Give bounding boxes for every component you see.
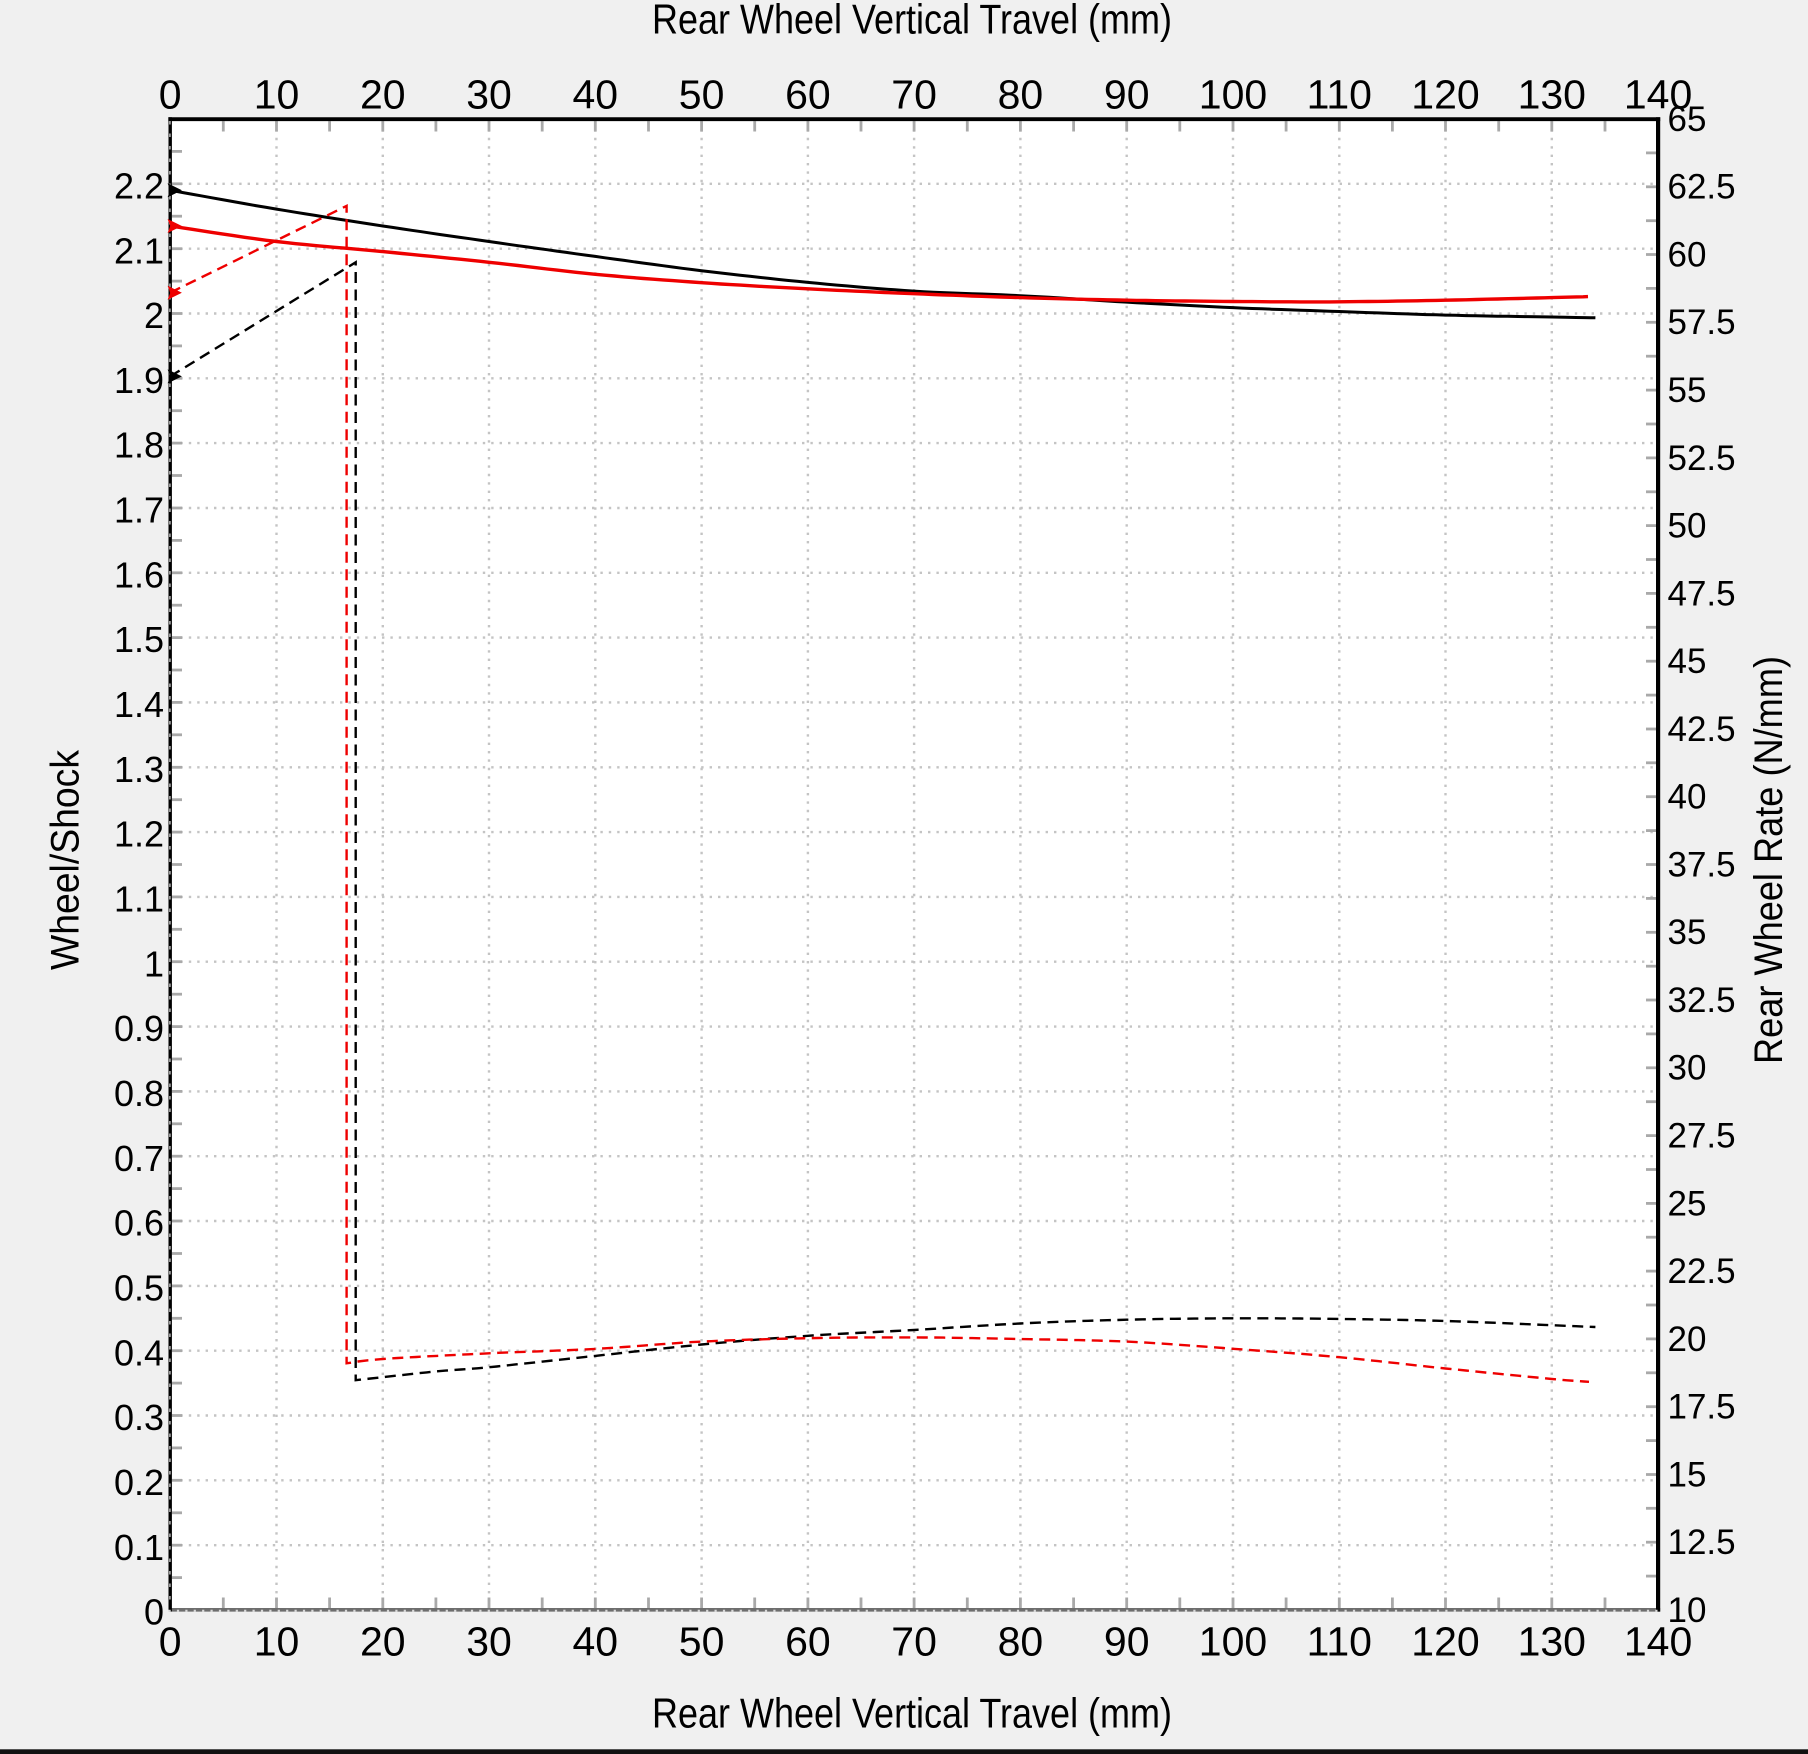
svg-text:52.5: 52.5: [1668, 439, 1736, 478]
svg-text:1.1: 1.1: [114, 879, 164, 920]
svg-text:55: 55: [1668, 371, 1707, 410]
svg-text:27.5: 27.5: [1668, 1117, 1736, 1156]
svg-text:65: 65: [1668, 100, 1707, 139]
svg-text:Rear Wheel Vertical Travel (mm: Rear Wheel Vertical Travel (mm): [652, 0, 1172, 43]
svg-text:32.5: 32.5: [1668, 981, 1736, 1020]
svg-text:0.8: 0.8: [114, 1073, 164, 1114]
svg-text:140: 140: [1624, 1619, 1692, 1665]
svg-text:1.4: 1.4: [114, 684, 164, 725]
svg-text:Rear Wheel Vertical Travel (mm: Rear Wheel Vertical Travel (mm): [652, 1690, 1172, 1737]
svg-text:0.3: 0.3: [114, 1397, 164, 1438]
svg-text:0.6: 0.6: [114, 1203, 164, 1244]
svg-text:80: 80: [998, 71, 1044, 117]
svg-text:20: 20: [1668, 1320, 1707, 1359]
svg-text:130: 130: [1518, 1619, 1586, 1665]
svg-text:80: 80: [998, 1619, 1044, 1665]
svg-text:40: 40: [1668, 778, 1707, 817]
svg-text:0.9: 0.9: [114, 1008, 164, 1049]
svg-text:90: 90: [1104, 1619, 1150, 1665]
svg-text:0: 0: [159, 71, 182, 117]
svg-text:30: 30: [466, 71, 512, 117]
svg-text:40: 40: [572, 71, 618, 117]
svg-text:20: 20: [360, 71, 406, 117]
svg-text:110: 110: [1307, 71, 1372, 117]
svg-text:1.2: 1.2: [114, 814, 164, 855]
svg-text:37.5: 37.5: [1668, 845, 1736, 884]
svg-text:70: 70: [891, 1619, 937, 1665]
svg-text:140: 140: [1624, 71, 1692, 117]
svg-text:90: 90: [1104, 71, 1150, 117]
svg-text:62.5: 62.5: [1668, 168, 1736, 207]
svg-text:2.1: 2.1: [114, 230, 164, 271]
svg-text:70: 70: [891, 71, 937, 117]
svg-text:30: 30: [466, 1619, 512, 1665]
svg-text:0.2: 0.2: [114, 1462, 164, 1503]
svg-text:50: 50: [1668, 507, 1707, 546]
svg-text:42.5: 42.5: [1668, 710, 1736, 749]
svg-text:10: 10: [254, 71, 300, 117]
svg-text:1.5: 1.5: [114, 619, 164, 660]
svg-text:120: 120: [1411, 1619, 1479, 1665]
svg-text:12.5: 12.5: [1668, 1523, 1736, 1562]
svg-text:1: 1: [144, 943, 164, 984]
svg-text:35: 35: [1668, 913, 1707, 952]
svg-text:50: 50: [679, 1619, 725, 1665]
svg-text:1.9: 1.9: [114, 360, 164, 401]
svg-text:Rear Wheel Rate (N/mm): Rear Wheel Rate (N/mm): [1747, 656, 1791, 1064]
svg-text:60: 60: [785, 1619, 831, 1665]
svg-text:130: 130: [1518, 71, 1586, 117]
svg-text:0.5: 0.5: [114, 1268, 164, 1309]
svg-text:110: 110: [1307, 1619, 1372, 1665]
svg-text:1.7: 1.7: [114, 490, 164, 531]
svg-text:50: 50: [679, 71, 725, 117]
svg-text:100: 100: [1199, 1619, 1267, 1665]
svg-text:17.5: 17.5: [1668, 1388, 1736, 1427]
svg-text:2: 2: [144, 295, 164, 336]
svg-text:120: 120: [1411, 71, 1479, 117]
svg-text:1.6: 1.6: [114, 554, 164, 595]
svg-text:22.5: 22.5: [1668, 1252, 1736, 1291]
svg-text:15: 15: [1668, 1455, 1707, 1494]
svg-text:100: 100: [1199, 71, 1267, 117]
svg-text:20: 20: [360, 1619, 406, 1665]
svg-text:1.8: 1.8: [114, 425, 164, 466]
svg-text:0.4: 0.4: [114, 1332, 164, 1373]
svg-text:60: 60: [1668, 235, 1707, 274]
svg-text:0.1: 0.1: [114, 1527, 164, 1568]
svg-text:57.5: 57.5: [1668, 303, 1736, 342]
svg-text:30: 30: [1668, 1049, 1707, 1088]
svg-text:Wheel/Shock: Wheel/Shock: [44, 749, 88, 970]
svg-text:2.2: 2.2: [114, 165, 164, 206]
svg-text:60: 60: [785, 71, 831, 117]
svg-text:10: 10: [254, 1619, 300, 1665]
svg-text:0.7: 0.7: [114, 1138, 164, 1179]
svg-text:25: 25: [1668, 1184, 1707, 1223]
svg-text:45: 45: [1668, 642, 1707, 681]
svg-text:47.5: 47.5: [1668, 574, 1736, 613]
svg-text:1.3: 1.3: [114, 749, 164, 790]
svg-text:0: 0: [144, 1592, 164, 1633]
svg-text:10: 10: [1668, 1591, 1707, 1630]
svg-text:40: 40: [572, 1619, 618, 1665]
svg-text:0: 0: [159, 1619, 182, 1665]
